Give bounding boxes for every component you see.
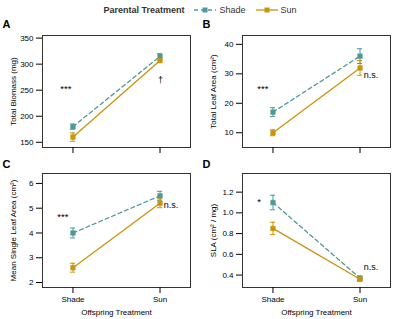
html-text:Sun: Sun	[280, 4, 297, 15]
svg-text:***: ***	[257, 83, 268, 94]
svg-text:Total Biomass (mg): Total Biomass (mg)	[9, 57, 18, 126]
svg-text:30: 30	[225, 69, 234, 78]
svg-text:2: 2	[29, 278, 34, 287]
svg-text:Shade: Shade	[61, 295, 85, 304]
svg-text:40: 40	[225, 40, 234, 49]
svg-text:n.s.: n.s.	[364, 70, 379, 80]
svg-text:200: 200	[20, 112, 34, 121]
svg-text:n.s.: n.s.	[164, 200, 179, 210]
svg-text:Sun: Sun	[353, 295, 367, 304]
svg-text:0.8: 0.8	[222, 229, 234, 238]
svg-text:0.4: 0.4	[222, 271, 234, 280]
svg-text:6: 6	[29, 179, 34, 188]
svg-text:10: 10	[225, 128, 234, 137]
svg-text:***: ***	[57, 211, 68, 222]
svg-text:20: 20	[225, 99, 234, 108]
svg-text:350: 350	[20, 34, 34, 43]
svg-text:5: 5	[29, 204, 34, 213]
svg-text:Shade: Shade	[261, 295, 285, 304]
svg-text:Offspring Treatment: Offspring Treatment	[81, 308, 152, 317]
svg-text:n.s.: n.s.	[364, 262, 379, 272]
html-text:Parental Treatment: Parental Treatment	[103, 4, 185, 15]
svg-text:1.0: 1.0	[222, 208, 234, 217]
svg-text:A: A	[3, 19, 11, 30]
svg-text:1.2: 1.2	[222, 188, 234, 197]
svg-text:†: †	[158, 75, 163, 85]
svg-text:***: ***	[60, 83, 71, 94]
svg-text:Offspring Treatment: Offspring Treatment	[281, 308, 352, 317]
svg-text:Sun: Sun	[153, 295, 167, 304]
svg-text:C: C	[3, 159, 11, 170]
svg-text:3: 3	[29, 253, 34, 262]
svg-text:SLA (cm² / mg): SLA (cm² / mg)	[209, 203, 218, 257]
svg-text:B: B	[203, 19, 211, 30]
svg-text:150: 150	[20, 138, 34, 147]
svg-text:300: 300	[20, 60, 34, 69]
svg-text:Mean Single Leaf Area (cm²): Mean Single Leaf Area (cm²)	[9, 179, 18, 281]
svg-text:0.6: 0.6	[222, 250, 234, 259]
svg-text:4: 4	[29, 229, 34, 238]
svg-text:*: *	[257, 196, 261, 207]
svg-text:250: 250	[20, 86, 34, 95]
svg-text:Total Leaf Area (cm²): Total Leaf Area (cm²)	[209, 54, 218, 129]
svg-text:D: D	[203, 159, 211, 170]
html-text:Shade: Shade	[219, 4, 246, 15]
